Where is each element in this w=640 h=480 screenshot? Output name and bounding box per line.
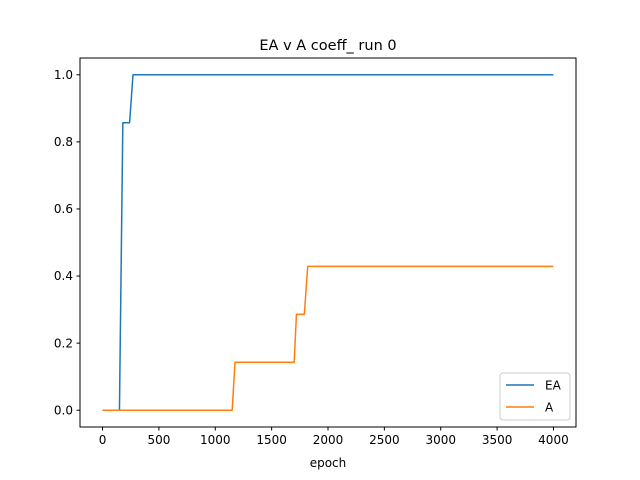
x-tick-label: 2500 bbox=[369, 433, 400, 447]
x-tick-label: 4000 bbox=[538, 433, 569, 447]
series-line-a bbox=[102, 265, 554, 411]
y-tick-label: 0.6 bbox=[54, 202, 73, 216]
y-axis: 0.0 0.2 0.4 0.6 0.8 1.0 bbox=[54, 68, 80, 417]
legend-label-ea: EA bbox=[545, 379, 562, 393]
x-tick-label: 1500 bbox=[256, 433, 287, 447]
x-axis-label: epoch bbox=[310, 456, 347, 470]
x-tick-label: 500 bbox=[147, 433, 170, 447]
legend: EA A bbox=[499, 372, 571, 421]
plot-area-frame bbox=[79, 57, 577, 428]
plot-lines bbox=[102, 74, 554, 411]
y-tick-label: 0.8 bbox=[54, 135, 73, 149]
y-tick-label: 0.0 bbox=[54, 403, 73, 417]
chart-title: EA v A coeff_ run 0 bbox=[259, 38, 396, 54]
x-tick-label: 0 bbox=[99, 433, 107, 447]
x-tick-label: 2000 bbox=[313, 433, 344, 447]
y-tick-label: 1.0 bbox=[54, 68, 73, 82]
x-tick-label: 1000 bbox=[200, 433, 231, 447]
y-tick-label: 0.2 bbox=[54, 336, 73, 350]
legend-label-a: A bbox=[545, 401, 554, 415]
x-tick-label: 3500 bbox=[482, 433, 513, 447]
series-line-ea bbox=[102, 74, 554, 411]
x-axis: 0 500 1000 1500 2000 2500 3000 3500 4000 bbox=[99, 427, 569, 447]
y-tick-label: 0.4 bbox=[54, 269, 73, 283]
x-tick-label: 3000 bbox=[425, 433, 456, 447]
